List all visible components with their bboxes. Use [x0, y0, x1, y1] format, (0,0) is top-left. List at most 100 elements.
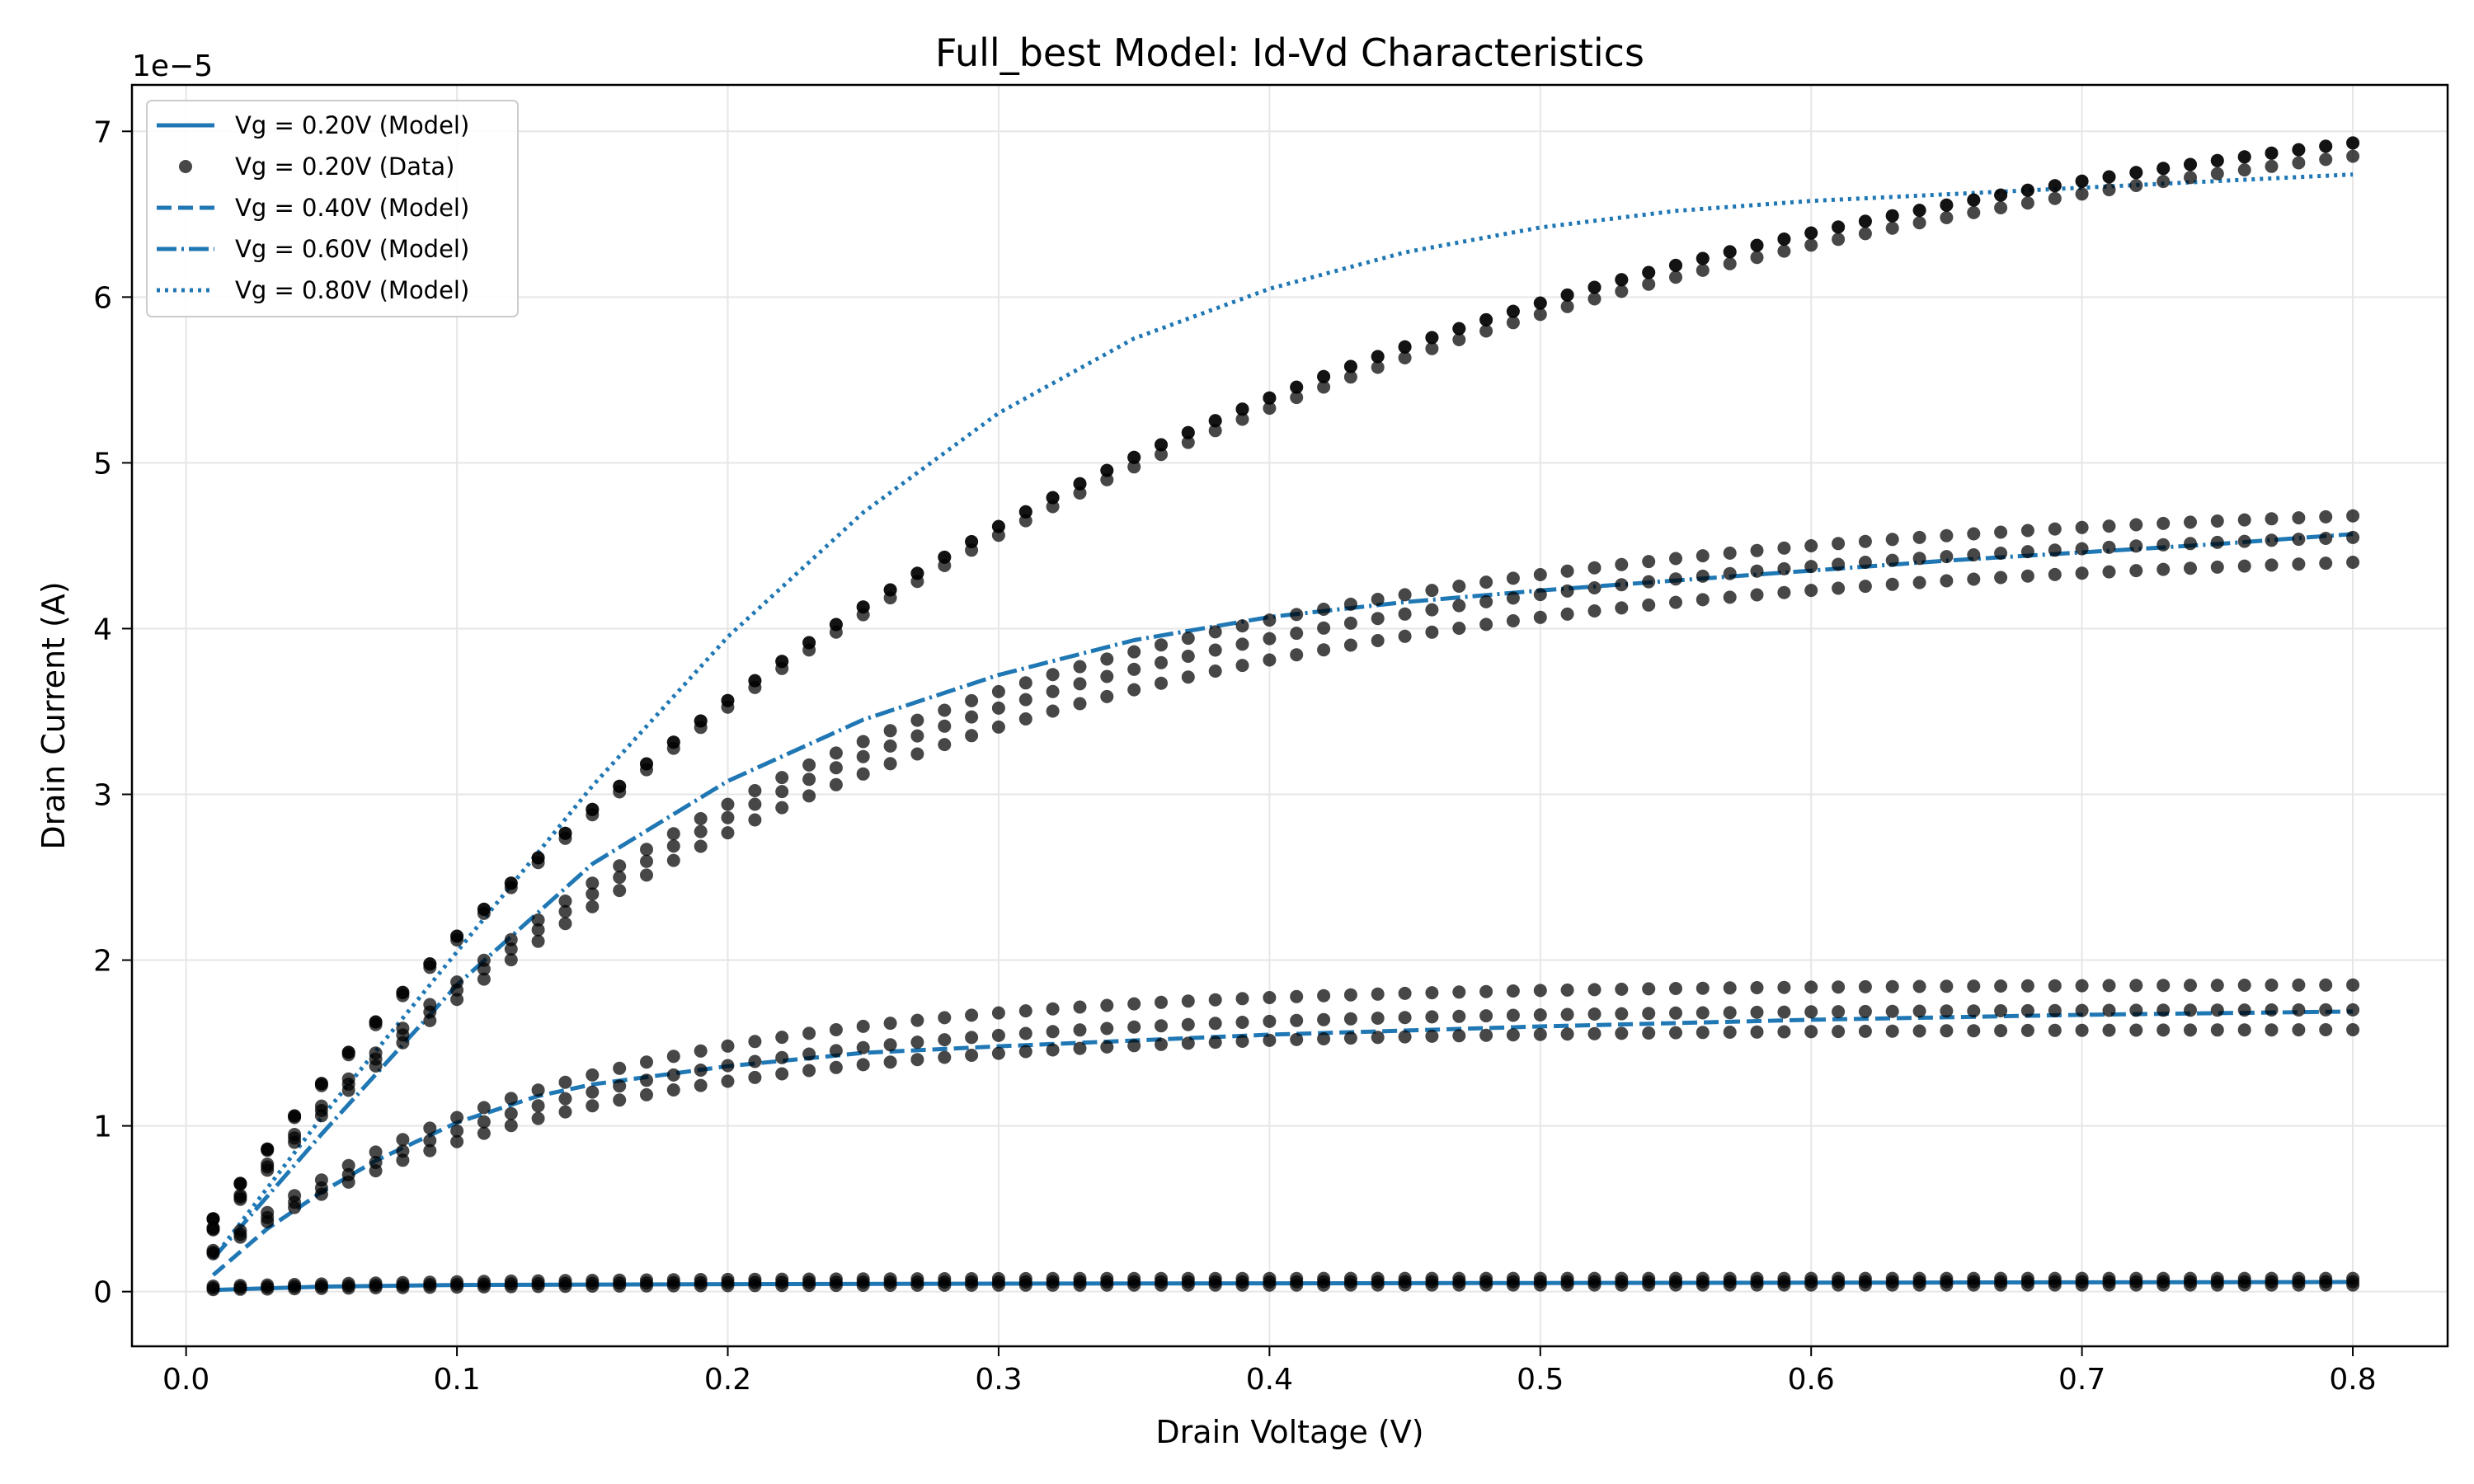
data-point — [2129, 564, 2143, 578]
data-point — [396, 1021, 410, 1036]
x-tick-label: 0.1 — [433, 1363, 480, 1397]
data-point — [991, 1271, 1005, 1285]
data-point — [2020, 569, 2034, 583]
data-point — [2184, 1003, 2197, 1017]
data-point — [1587, 561, 1602, 575]
data-point — [504, 876, 518, 890]
y-axis-ticks: 0 1 2 3 4 5 6 7 — [93, 115, 132, 1310]
data-point — [802, 636, 816, 650]
model-series-line — [211, 532, 2354, 1261]
data-point — [396, 1133, 410, 1147]
data-point — [1181, 1271, 1195, 1285]
data-point — [2346, 136, 2360, 150]
data-point — [2075, 1023, 2089, 1037]
data-point — [1885, 1004, 1899, 1018]
data-point — [938, 703, 952, 717]
data-point — [1263, 402, 1277, 416]
data-point — [558, 895, 572, 908]
data-point — [1235, 412, 1249, 426]
data-point — [1533, 984, 1547, 998]
data-point — [1290, 627, 1304, 641]
data-point — [640, 1073, 653, 1087]
data-point — [2346, 978, 2360, 992]
data-point — [1317, 380, 1331, 394]
data-point — [1263, 653, 1277, 667]
data-point — [369, 1276, 383, 1290]
data-point — [1777, 244, 1791, 258]
data-point — [1858, 1004, 1872, 1018]
data-point — [2075, 1271, 2089, 1285]
data-point — [1181, 632, 1195, 646]
data-point — [694, 1044, 708, 1058]
data-point — [2237, 1003, 2251, 1017]
data-point — [1669, 1026, 1682, 1040]
data-point — [1750, 251, 1764, 265]
data-point — [1750, 238, 1764, 252]
data-point — [1073, 697, 1087, 711]
data-point — [1155, 655, 1168, 669]
data-point — [369, 1015, 383, 1029]
data-point — [1100, 689, 1114, 703]
plot-area-frame — [130, 83, 2449, 1348]
data-point — [1371, 634, 1385, 647]
data-point — [531, 913, 545, 927]
data-point — [341, 1167, 355, 1181]
data-point — [1967, 527, 1981, 541]
data-point — [1100, 998, 1114, 1012]
data-point — [1371, 350, 1385, 364]
data-point — [477, 902, 491, 916]
data-point — [531, 851, 545, 865]
data-point — [883, 739, 897, 753]
data-point — [1994, 188, 2008, 202]
data-point — [1425, 331, 1439, 345]
data-point — [1235, 402, 1249, 416]
data-point — [938, 1033, 952, 1047]
data-point — [1832, 1005, 1846, 1019]
data-point — [1127, 1020, 1141, 1034]
data-point — [1885, 979, 1899, 993]
y-tick-label: 0 — [93, 1276, 112, 1310]
data-point — [233, 1188, 247, 1202]
data-point — [1560, 1007, 1574, 1021]
data-point — [1885, 553, 1899, 567]
data-point — [2346, 530, 2360, 544]
data-point — [341, 1072, 355, 1086]
data-point — [1696, 549, 1710, 563]
legend-marker — [179, 160, 192, 173]
data-point — [450, 929, 464, 943]
data-point — [1940, 1004, 1954, 1018]
data-point — [233, 1279, 247, 1293]
data-point — [477, 1275, 491, 1289]
data-point — [1343, 597, 1357, 611]
data-point — [965, 710, 979, 724]
legend-label: Vg = 0.20V (Data) — [235, 153, 454, 181]
data-point — [1587, 280, 1602, 294]
data-point — [2075, 979, 2089, 993]
data-point — [2210, 1023, 2224, 1037]
data-point — [261, 1205, 275, 1219]
data-point — [666, 839, 680, 853]
data-point — [2048, 543, 2062, 557]
data-point — [2292, 557, 2306, 571]
data-point — [531, 923, 545, 937]
data-point — [2075, 566, 2089, 580]
data-point — [1398, 588, 1412, 602]
data-point — [1018, 676, 1032, 690]
data-point — [775, 771, 789, 785]
data-point — [1615, 284, 1629, 298]
data-point — [2129, 166, 2143, 180]
data-point — [2048, 1003, 2062, 1017]
data-point — [1479, 984, 1493, 998]
data-point — [721, 826, 735, 840]
data-point — [206, 1212, 220, 1226]
data-point — [1858, 556, 1872, 569]
data-point — [1452, 1029, 1466, 1043]
data-point — [2265, 558, 2279, 572]
data-point — [1804, 584, 1818, 598]
data-point — [2075, 520, 2089, 534]
data-point — [1804, 238, 1818, 252]
data-point — [1046, 1271, 1060, 1285]
data-point — [1155, 438, 1168, 452]
data-point — [1425, 625, 1439, 639]
data-point — [1479, 324, 1493, 338]
